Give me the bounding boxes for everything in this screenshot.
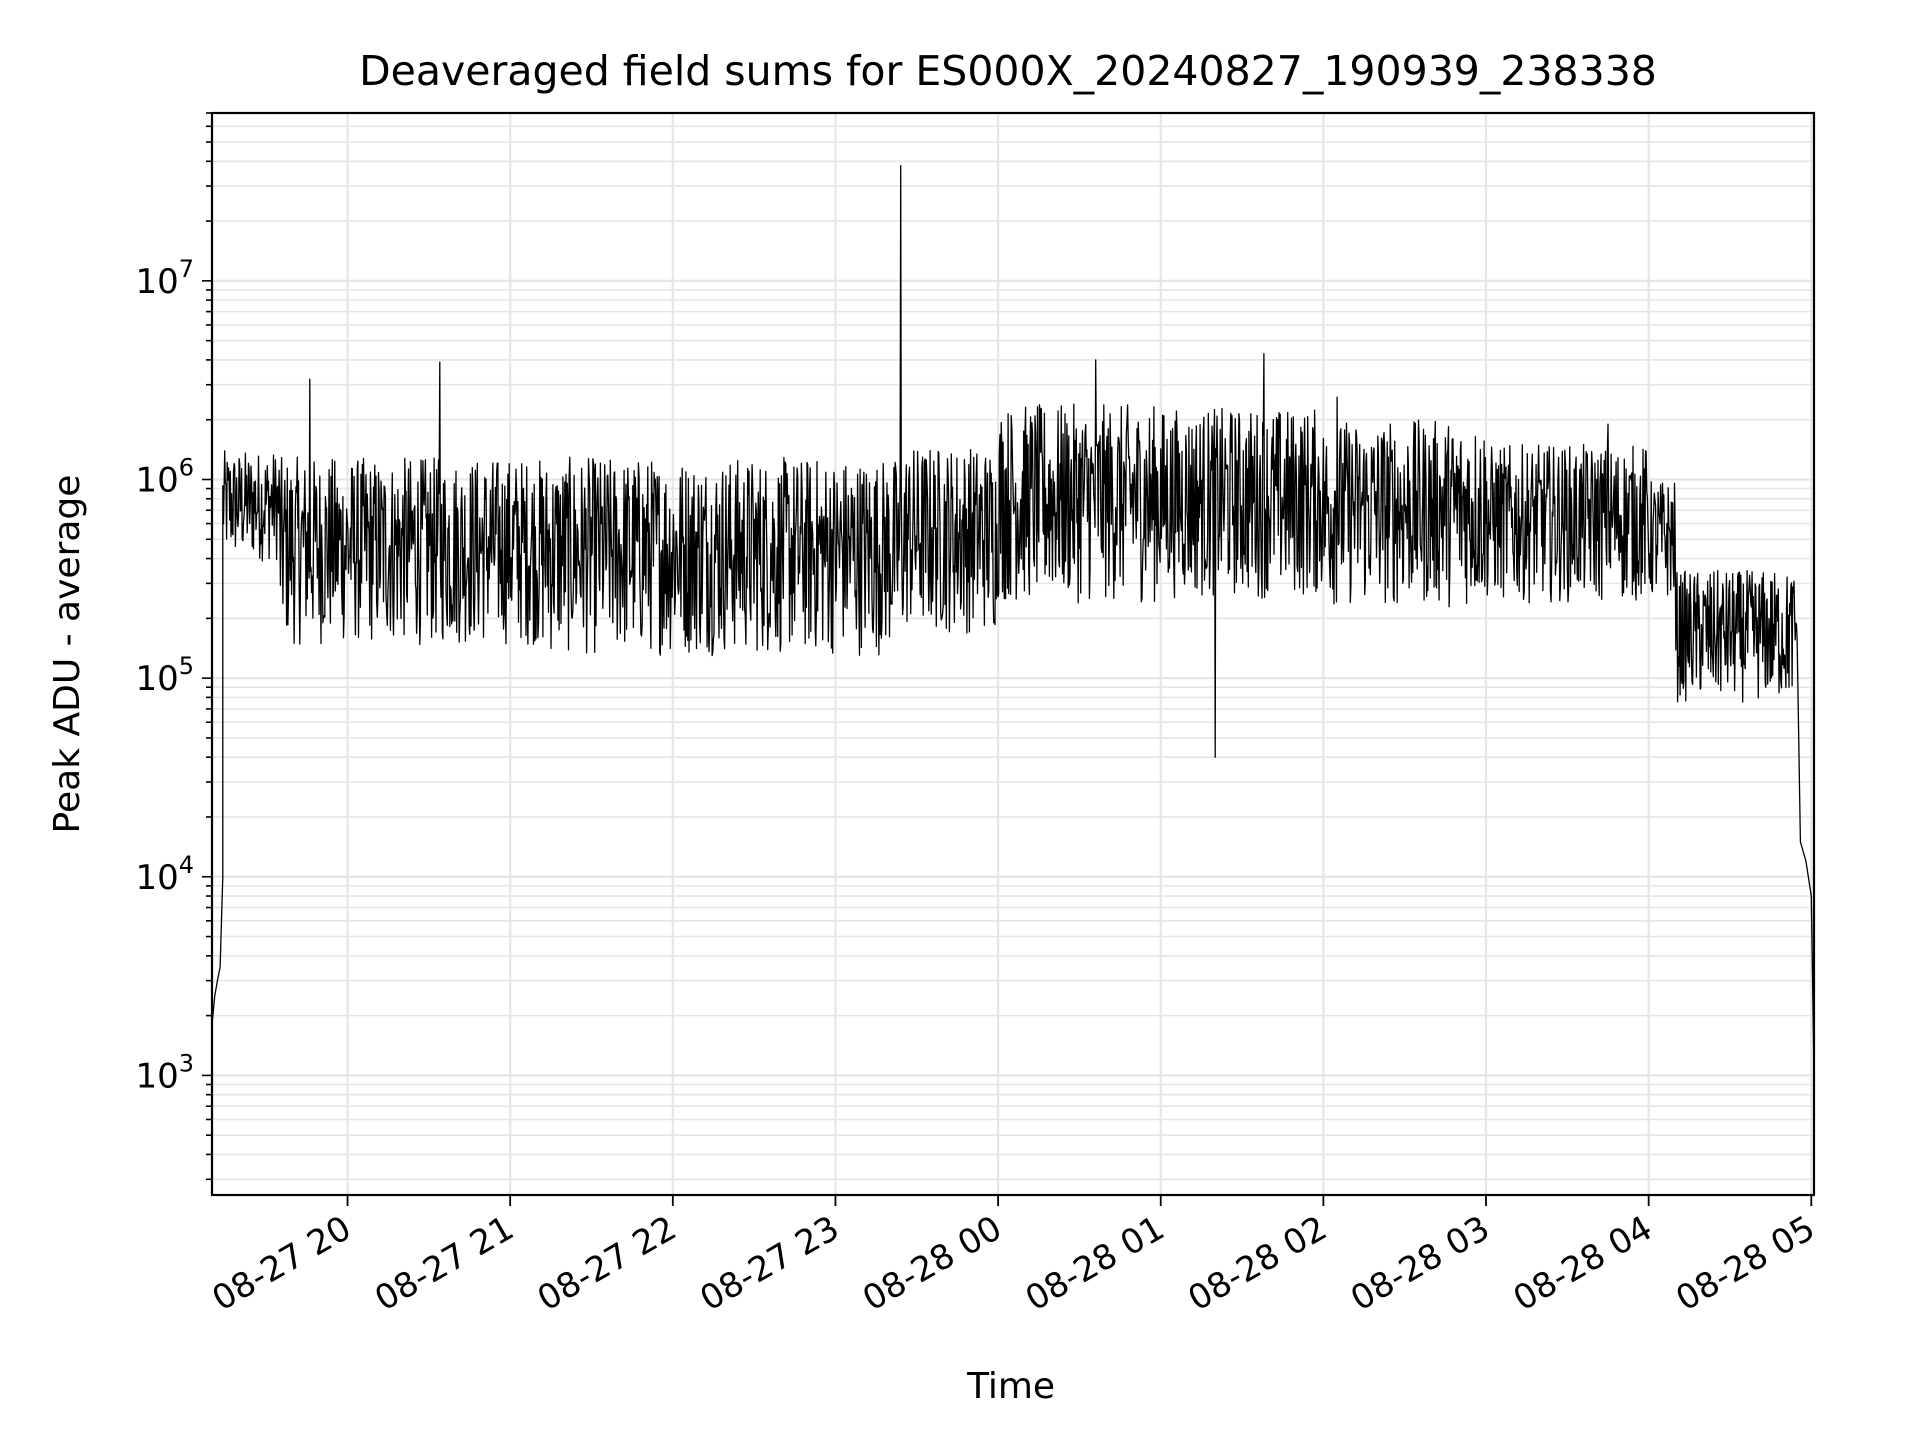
chart-title: Deaveraged field sums for ES000X_2024082… (359, 47, 1657, 95)
y-tick-label: 103 (135, 1049, 194, 1096)
x-tick-label: 08-28 00 (856, 1208, 1008, 1319)
x-tick-label: 08-28 03 (1344, 1208, 1496, 1319)
grid-lines (212, 112, 1814, 1195)
y-axis-label: Peak ADU - average (47, 475, 88, 834)
y-tick-label: 107 (135, 255, 194, 302)
plot-frame (210, 111, 1816, 1197)
x-axis-label: Time (966, 1366, 1055, 1407)
x-tick-label: 08-27 21 (368, 1208, 520, 1319)
series-group (211, 165, 1815, 1076)
x-tick-label: 08-28 02 (1181, 1208, 1333, 1319)
x-tick-label: 08-28 04 (1507, 1208, 1659, 1319)
y-tick-label: 106 (135, 454, 194, 501)
x-tick-label: 08-27 22 (531, 1208, 683, 1319)
x-tick-label: 08-27 20 (206, 1208, 358, 1319)
x-tick-label: 08-28 01 (1019, 1208, 1171, 1319)
series-line (211, 165, 1815, 1076)
x-tick-label: 08-27 23 (694, 1208, 846, 1319)
y-tick-label: 104 (135, 851, 194, 898)
y-tick-label: 105 (135, 652, 194, 699)
x-tick-label: 08-28 05 (1669, 1208, 1821, 1319)
